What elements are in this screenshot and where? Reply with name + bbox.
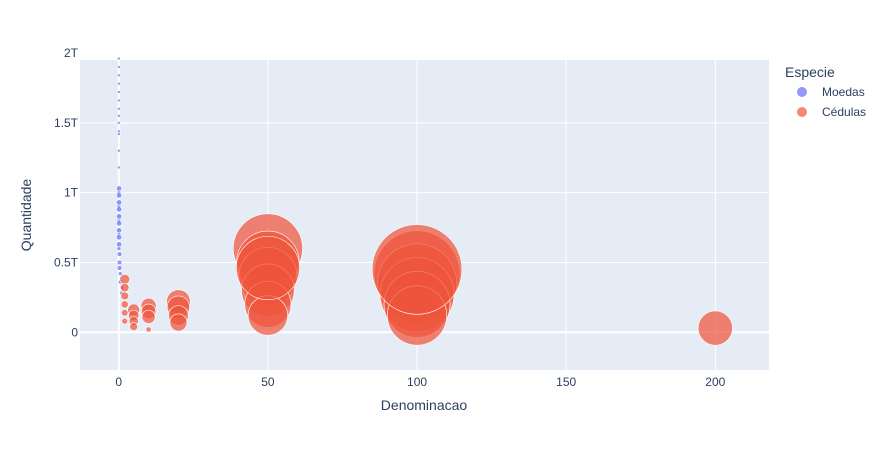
legend-item-moedas[interactable]: Moedas [797,85,865,99]
x-tick-label: 100 [407,375,427,389]
bubble-point-moedas[interactable] [117,81,121,86]
legend-label-moedas: Moedas [822,85,865,99]
bubble-point-moedas[interactable] [117,90,121,94]
bubble-point-moedas[interactable] [117,98,121,103]
bubble-point-cdulas[interactable] [120,283,130,293]
bubble-point-cdulas[interactable] [121,317,129,325]
bubble-point-cdulas[interactable] [145,326,152,333]
bubble-point-moedas[interactable] [116,199,123,206]
bubble-point-moedas[interactable] [116,259,123,266]
x-tick-label: 150 [556,375,576,389]
x-axis-title: Denominacao [381,397,468,413]
x-tick-label: 50 [261,375,275,389]
bubble-layer [116,56,733,346]
bubble-point-moedas[interactable] [116,251,123,257]
y-tick-label: 0.5T [54,255,79,269]
bubble-point-cdulas[interactable] [120,291,130,301]
bubble-point-moedas[interactable] [117,121,121,125]
bubble-point-cdulas[interactable] [121,309,129,317]
bubble-point-cdulas[interactable] [119,273,130,285]
bubble-point-moedas[interactable] [116,227,123,234]
bubble-point-moedas[interactable] [117,114,121,118]
bubble-point-cdulas[interactable] [141,310,156,324]
x-tick-label: 200 [705,375,725,389]
legend-title: Especie [785,64,835,80]
y-tick-label: 1.5T [54,116,79,130]
bubble-point-cdulas[interactable] [697,310,733,346]
bubble-point-cdulas[interactable] [169,313,188,332]
bubble-point-moedas[interactable] [117,107,121,111]
bubble-point-moedas[interactable] [116,213,123,220]
y-axis-title: Quantidade [18,179,34,252]
bubble-point-cdulas[interactable] [371,224,463,315]
bubble-point-moedas[interactable] [117,271,123,276]
y-axis-ticks: 0 0.5T 1T 1.5T 2T [54,46,79,339]
bubble-point-cdulas[interactable] [235,236,300,301]
y-tick-label: 0 [71,325,78,339]
bubble-point-moedas[interactable] [117,165,121,170]
legend-marker-cedulas [797,107,807,117]
legend-label-cedulas: Cédulas [822,105,866,119]
x-axis-ticks: 0 50 100 150 200 [115,375,725,389]
bubble-point-moedas[interactable] [116,185,123,192]
bubble-point-moedas[interactable] [116,206,123,213]
bubble-point-moedas[interactable] [116,241,123,248]
bubble-point-moedas[interactable] [116,234,123,241]
bubble-point-moedas[interactable] [117,65,121,69]
legend-marker-moedas [797,87,807,97]
bubble-point-cdulas[interactable] [247,295,289,336]
bubble-point-moedas[interactable] [116,220,123,227]
legend: Especie Moedas Cédulas [785,64,866,119]
bubble-point-cdulas[interactable] [129,322,138,331]
bubble-point-moedas[interactable] [117,73,121,78]
bubble-point-cdulas[interactable] [120,300,129,309]
y-tick-label: 1T [64,186,79,200]
bubble-point-moedas[interactable] [117,56,121,61]
y-tick-label: 2T [64,46,79,60]
legend-item-cedulas[interactable]: Cédulas [797,105,866,119]
bubble-point-moedas[interactable] [117,132,121,136]
x-tick-label: 0 [115,375,122,389]
bubble-point-moedas[interactable] [116,192,123,199]
bubble-point-moedas[interactable] [117,148,121,153]
bubble-point-moedas[interactable] [116,265,123,271]
